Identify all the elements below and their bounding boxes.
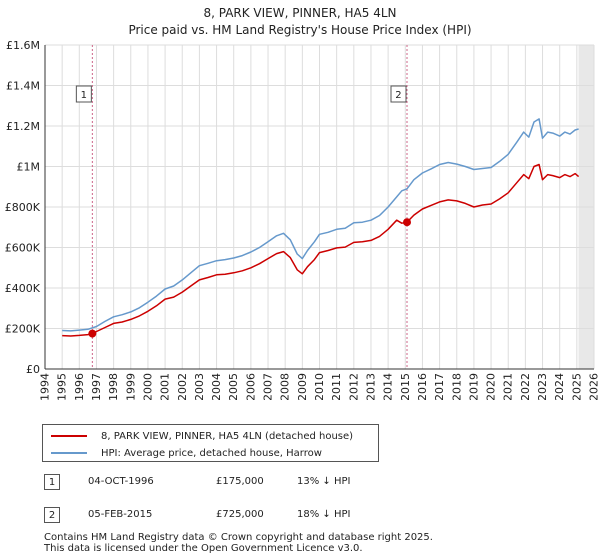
chart-subtitle: Price paid vs. HM Land Registry's House …: [128, 23, 472, 37]
legend-label-hpi: HPI: Average price, detached house, Harr…: [101, 447, 322, 459]
sale-hpi-diff: 13% ↓ HPI: [297, 476, 351, 487]
x-tick-label: 2013: [364, 373, 377, 400]
sale-label: 1: [81, 90, 87, 101]
legend-swatch-property: [51, 435, 87, 437]
x-tick-label: 2005: [227, 373, 240, 400]
sale-hpi-diff: 18% ↓ HPI: [297, 509, 351, 520]
x-tick-label: 2021: [502, 373, 515, 400]
x-tick-label: 2002: [176, 373, 189, 400]
x-tick-label: 1999: [124, 373, 137, 400]
x-tick-label: 2007: [262, 373, 275, 400]
legend-item-property: 8, PARK VIEW, PINNER, HA5 4LN (detached …: [51, 429, 353, 443]
x-tick-label: 2015: [399, 373, 412, 400]
legend-swatch-hpi: [51, 452, 87, 454]
x-tick-label: 1995: [56, 373, 69, 400]
x-tick-label: 2003: [193, 373, 206, 400]
legend-item-hpi: HPI: Average price, detached house, Harr…: [51, 446, 322, 460]
sale-date: 05-FEB-2015: [88, 509, 153, 520]
x-tick-label: 2025: [570, 373, 583, 400]
x-tick-label: 1998: [107, 373, 120, 400]
price-chart: £0 £200K £400K £600K £800K £1M £1.2M £1.4M £1.6M…: [5, 39, 600, 400]
x-tick-label: 2018: [450, 373, 463, 400]
x-tick-label: 2022: [519, 373, 532, 400]
x-tick-label: 2009: [296, 373, 309, 400]
legend: 8, PARK VIEW, PINNER, HA5 4LN (detached …: [42, 424, 379, 462]
y-tick-label: £1M: [17, 161, 41, 174]
y-tick-label: £600K: [5, 242, 41, 255]
series-line-property: [62, 163, 580, 337]
x-tick-label: 2012: [347, 373, 360, 400]
sale-point: [88, 329, 97, 338]
x-tick-label: 2001: [159, 373, 172, 400]
x-tick-label: 1994: [39, 373, 52, 400]
y-tick-label: £1.4M: [6, 80, 40, 93]
x-tick-label: 2016: [416, 373, 429, 400]
sale-label: 2: [395, 90, 401, 101]
footer-copyright: Contains HM Land Registry data © Crown c…: [44, 532, 433, 543]
x-tick-label: 2010: [313, 373, 326, 400]
x-tick-label: 2006: [244, 373, 257, 400]
y-tick-label: £200K: [5, 323, 41, 336]
x-tick-label: 2026: [588, 373, 600, 400]
legend-label-property: 8, PARK VIEW, PINNER, HA5 4LN (detached …: [101, 430, 354, 442]
y-tick-label: £1.2M: [6, 120, 40, 133]
x-tick-label: 1996: [73, 373, 86, 400]
series-line-hpi: [62, 118, 579, 332]
sale-price: £175,000: [216, 476, 264, 487]
sale-marker-box: 2: [44, 507, 60, 523]
x-tick-label: 2020: [485, 373, 498, 400]
sale-label-box: [75, 85, 92, 103]
sale-marker-box: 1: [44, 474, 60, 490]
chart-title: 8, PARK VIEW, PINNER, HA5 4LN: [203, 6, 397, 20]
x-tick-label: 2024: [553, 373, 566, 400]
sale-label-box: [390, 85, 407, 103]
y-tick-label: £1.6M: [6, 39, 40, 52]
y-tick-label: £800K: [5, 201, 41, 214]
x-tick-label: 2019: [467, 373, 480, 400]
sale-price: £725,000: [216, 509, 264, 520]
y-tick-label: £400K: [5, 282, 41, 295]
sale-date: 04-OCT-1996: [88, 476, 154, 487]
x-tick-label: 2011: [330, 373, 343, 400]
y-tick-label: £0: [26, 363, 40, 376]
sale-point: [402, 218, 411, 227]
x-tick-label: 1997: [90, 373, 103, 400]
x-tick-label: 2017: [433, 373, 446, 400]
x-tick-label: 2004: [210, 373, 223, 400]
x-tick-label: 2000: [141, 373, 154, 400]
footer-license: This data is licensed under the Open Gov…: [44, 543, 363, 554]
x-tick-label: 2008: [279, 373, 292, 400]
x-tick-label: 2023: [536, 373, 549, 400]
x-tick-label: 2014: [382, 373, 395, 400]
